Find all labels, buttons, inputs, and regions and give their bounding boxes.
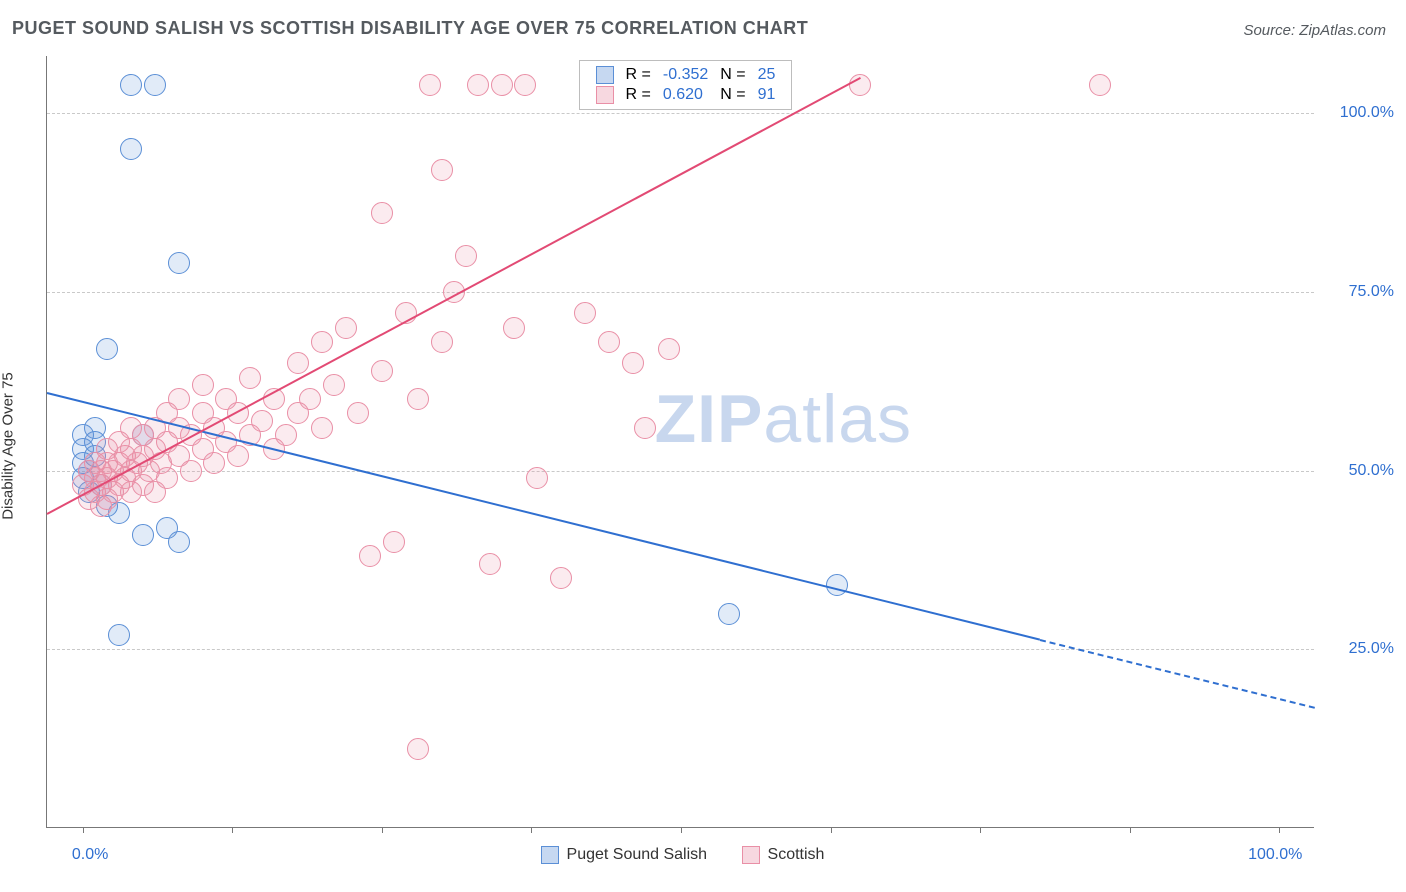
y-tick-label: 100.0% [1324,104,1394,122]
x-axis-min: 0.0% [72,846,108,864]
data-point [275,424,297,446]
data-point [658,338,680,360]
n-value-a: 25 [752,65,782,85]
legend-row-series-b: R = 0.620 N = 91 [590,85,782,105]
data-point [634,417,656,439]
data-point [180,460,202,482]
data-point [203,452,225,474]
data-point [371,360,393,382]
data-point [120,138,142,160]
swatch-series-a [596,66,614,84]
y-tick-label: 50.0% [1324,462,1394,480]
data-point [826,574,848,596]
data-point [323,374,345,396]
data-point [84,417,106,439]
x-tick [232,827,233,833]
data-point [311,417,333,439]
data-point [849,74,871,96]
data-point [287,352,309,374]
y-tick-label: 25.0% [1324,640,1394,658]
n-value-b: 91 [752,85,782,105]
data-point [144,74,166,96]
data-point [335,317,357,339]
series-legend: Puget Sound Salish Scottish [541,846,855,869]
data-point [227,445,249,467]
data-point [622,352,644,374]
series-a-name: Puget Sound Salish [567,846,708,864]
data-point [1089,74,1111,96]
data-point [550,567,572,589]
gridline [47,471,1314,472]
n-label: N = [714,65,751,85]
data-point [132,524,154,546]
data-point [526,467,548,489]
gridline [47,113,1314,114]
x-tick [1130,827,1131,833]
x-tick [980,827,981,833]
data-point [598,331,620,353]
trend-line [47,392,1040,641]
data-point [359,545,381,567]
data-point [419,74,441,96]
r-label: R = [620,65,657,85]
r-value-b: 0.620 [657,85,714,105]
x-axis-max: 100.0% [1248,846,1302,864]
data-point [503,317,525,339]
data-point [455,245,477,267]
data-point [299,388,321,410]
data-point [574,302,596,324]
data-point [168,388,190,410]
data-point [239,367,261,389]
trend-line [47,78,861,516]
x-tick [1279,827,1280,833]
data-point [514,74,536,96]
swatch-series-b [742,846,760,864]
series-b-name: Scottish [768,846,825,864]
legend-row-series-a: R = -0.352 N = 25 [590,65,782,85]
data-point [431,159,453,181]
chart-container: PUGET SOUND SALISH VS SCOTTISH DISABILIT… [0,0,1406,892]
plot-area: 25.0%50.0%75.0%100.0% [46,56,1314,828]
data-point [108,624,130,646]
data-point [192,374,214,396]
data-point [407,388,429,410]
data-point [371,202,393,224]
r-value-a: -0.352 [657,65,714,85]
data-point [467,74,489,96]
data-point [168,252,190,274]
chart-title: PUGET SOUND SALISH VS SCOTTISH DISABILIT… [12,18,808,39]
data-point [383,531,405,553]
data-point [347,402,369,424]
x-tick [531,827,532,833]
data-point [311,331,333,353]
legend-item-series-a: Puget Sound Salish [541,846,708,864]
x-tick [83,827,84,833]
data-point [718,603,740,625]
source-label: Source: ZipAtlas.com [1243,22,1386,39]
x-tick [681,827,682,833]
data-point [168,531,190,553]
n-label: N = [714,85,751,105]
correlation-legend: R = -0.352 N = 25 R = 0.620 N = 91 [579,60,793,110]
data-point [407,738,429,760]
x-tick [382,827,383,833]
swatch-series-b [596,86,614,104]
x-tick [831,827,832,833]
data-point [431,331,453,353]
y-tick-label: 75.0% [1324,283,1394,301]
gridline [47,292,1314,293]
legend-item-series-b: Scottish [742,846,825,864]
r-label: R = [620,85,657,105]
data-point [96,338,118,360]
swatch-series-a [541,846,559,864]
data-point [491,74,513,96]
data-point [156,467,178,489]
data-point [479,553,501,575]
data-point [251,410,273,432]
data-point [120,74,142,96]
y-axis-label: Disability Age Over 75 [0,298,17,446]
gridline [47,649,1314,650]
